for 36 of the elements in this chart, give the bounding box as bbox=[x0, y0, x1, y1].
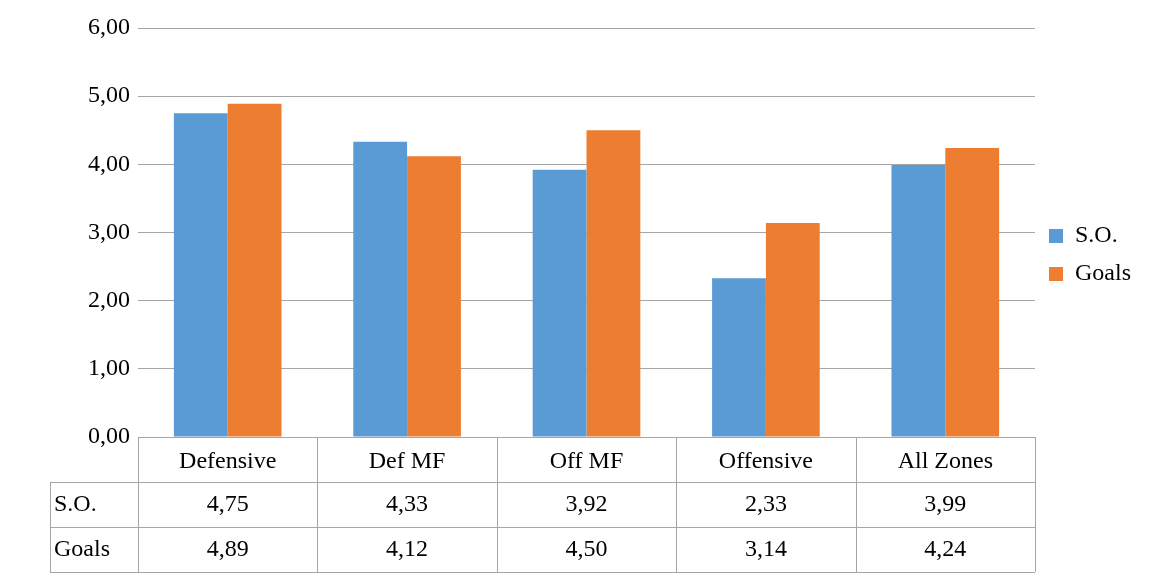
y-tick-label: 5,00 bbox=[88, 81, 130, 108]
bar bbox=[712, 278, 766, 437]
legend-label: Goals bbox=[1075, 259, 1132, 286]
y-tick-label: 1,00 bbox=[88, 354, 130, 381]
data-label: 4,75 bbox=[206, 489, 249, 516]
bar bbox=[407, 156, 461, 437]
data-label: 3,92 bbox=[565, 489, 608, 516]
y-tick-label: 0,00 bbox=[88, 422, 130, 449]
bar bbox=[173, 113, 228, 437]
x-tick-label: All Zones bbox=[897, 446, 993, 473]
y-tick-label: 4,00 bbox=[88, 149, 130, 176]
bar bbox=[765, 222, 820, 437]
data-label: 3,14 bbox=[744, 534, 787, 561]
y-tick-label: 3,00 bbox=[88, 217, 130, 244]
text: Goals bbox=[54, 534, 110, 561]
x-tick-label: Off MF bbox=[549, 446, 624, 473]
legend-label: S.O. bbox=[1075, 221, 1118, 248]
bar bbox=[586, 130, 641, 437]
x-tick-label: Defensive bbox=[179, 446, 277, 473]
data-label: 4,89 bbox=[206, 534, 249, 561]
data-label: 2,33 bbox=[744, 489, 787, 516]
bar bbox=[532, 169, 587, 437]
bar bbox=[891, 165, 946, 437]
y-tick-label: 2,00 bbox=[88, 285, 130, 312]
x-tick-label: Def MF bbox=[368, 446, 446, 473]
x-tick-label: Offensive bbox=[718, 446, 814, 473]
text: S.O. bbox=[54, 489, 97, 516]
bar bbox=[945, 147, 1000, 437]
data-label: 4,50 bbox=[565, 534, 608, 561]
bar bbox=[353, 141, 408, 437]
bar bbox=[227, 103, 282, 437]
data-label: 4,24 bbox=[924, 534, 967, 561]
data-label: 4,33 bbox=[386, 489, 429, 516]
data-label: 3,99 bbox=[924, 489, 967, 516]
data-label: 4,12 bbox=[386, 534, 429, 561]
y-tick-label: 6,00 bbox=[88, 13, 130, 40]
